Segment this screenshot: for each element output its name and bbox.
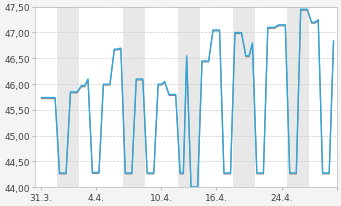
Bar bbox=[233, 8, 255, 187]
Bar bbox=[178, 8, 200, 187]
Bar bbox=[123, 8, 145, 187]
Bar bbox=[57, 8, 79, 187]
Bar bbox=[287, 8, 309, 187]
